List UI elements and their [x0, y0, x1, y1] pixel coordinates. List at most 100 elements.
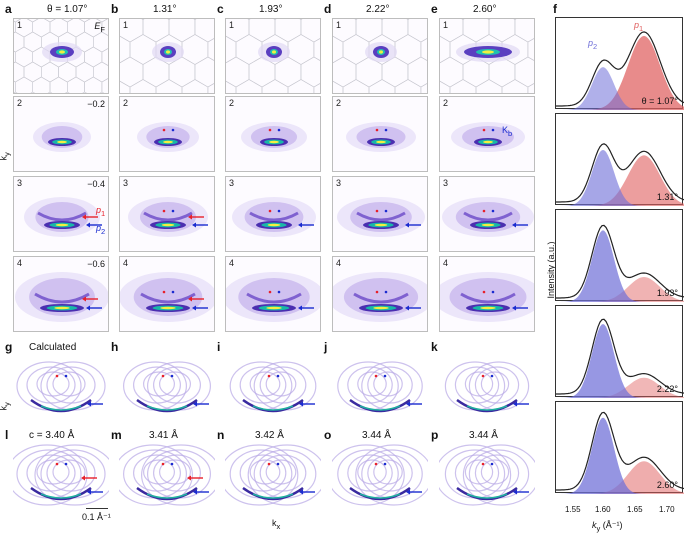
column-angle-c: 1.93° [259, 4, 283, 15]
panel-l-label: l [5, 428, 9, 442]
lattice-constant-label: 3.44 Å [469, 430, 498, 441]
calc-panel-p [439, 442, 535, 514]
calc-panel-m [119, 442, 215, 514]
row-number: 1 [17, 20, 23, 30]
arpes-panel-a4: 4 −0.6 [13, 256, 109, 332]
arpes-map [226, 19, 320, 93]
calc-map [16, 361, 106, 413]
row-number: 1 [123, 20, 129, 30]
row-number: 1 [229, 20, 235, 30]
spectrum-plot [556, 31, 684, 110]
panel-i-label: i [217, 340, 221, 354]
calc-panel-o [332, 442, 428, 514]
energy-label: −0.4 [87, 179, 105, 189]
panel-d-label: d [324, 2, 332, 16]
spectrum-plot [556, 143, 684, 206]
panel-b-label: b [111, 2, 119, 16]
row-number: 2 [336, 98, 342, 108]
arpes-map [337, 197, 425, 237]
calc-map [13, 444, 109, 506]
scale-bar [86, 508, 108, 509]
panel-c-label: c [217, 2, 224, 16]
arpes-panel-d3: 3 [332, 176, 428, 252]
spectrum-plot [556, 411, 684, 494]
calc-panel-k [439, 354, 535, 426]
calc-map [119, 444, 215, 506]
arpes-map [128, 197, 208, 237]
ky-axis-label-exp: ky [0, 152, 12, 160]
calc-map [123, 361, 211, 413]
panel-f-label: f [553, 2, 557, 16]
spectrum-panel-5: 2.60° [555, 401, 684, 494]
lattice-constant-label: 3.42 Å [255, 430, 284, 441]
calc-map [337, 361, 423, 413]
calc-panel-j [332, 354, 428, 426]
arpes-panel-b4: 4 [119, 256, 215, 332]
arpes-map [137, 122, 199, 152]
arpes-panel-b2: 2 [119, 96, 215, 172]
arpes-map [33, 122, 91, 152]
arpes-map [451, 122, 525, 152]
arpes-map [346, 122, 416, 152]
row-number: 2 [123, 98, 129, 108]
arpes-map [333, 272, 427, 322]
calc-map [225, 444, 321, 506]
arpes-panel-e2: 2 Kb [439, 96, 535, 172]
panel-e-label: e [431, 2, 438, 16]
lattice-constant-label: 3.41 Å [149, 430, 178, 441]
xtick-0: 1.55 [565, 505, 581, 514]
energy-label: −0.2 [87, 99, 105, 109]
panel-j-label: j [324, 340, 328, 354]
calc-map [444, 361, 530, 413]
arpes-map [440, 19, 534, 93]
calculated-label: Calculated [29, 342, 77, 353]
row-number: 3 [443, 178, 449, 188]
arpes-panel-a1: 1 EF [13, 18, 109, 94]
arpes-map [14, 19, 108, 93]
arpes-map [442, 197, 534, 237]
p2-label: p2 [96, 223, 106, 236]
panel-g-label: g [5, 340, 13, 354]
row-number: 4 [336, 258, 342, 268]
panel-o-label: o [324, 428, 332, 442]
row-number: 3 [123, 178, 129, 188]
spectrum-p2-label: p2 [588, 38, 598, 51]
arpes-map [232, 197, 316, 237]
arpes-panel-a2: 2 −0.2 [13, 96, 109, 172]
energy-label: −0.6 [87, 259, 105, 269]
arpes-panel-a3: 3 −0.4 p1 p2 [13, 176, 109, 252]
row-number: 4 [17, 258, 23, 268]
arpes-panel-b3: 3 [119, 176, 215, 252]
spectrum-panel-4: 2.22° [555, 305, 684, 398]
energy-label: EF [94, 21, 105, 34]
spectrum-panel-2: 1.31° [555, 113, 684, 206]
arpes-map [226, 272, 320, 322]
spectrum-angle-label: 1.31° [656, 192, 678, 202]
calc-panel-n [225, 442, 321, 514]
calc-map [229, 361, 317, 413]
calc-map [439, 444, 535, 506]
spectrum-panel-1: θ = 1.07° p1 p2 [555, 17, 684, 110]
calc-panel-i [225, 354, 321, 426]
arpes-map [120, 272, 214, 322]
lattice-constant-label: c = 3.40 Å [29, 430, 75, 441]
arpes-panel-d4: 4 [332, 256, 428, 332]
p1-label: p1 [96, 205, 106, 218]
spectrum-p1-label: p1 [634, 20, 644, 33]
panel-m-label: m [111, 428, 122, 442]
panel-f-xlabel: ky (Å⁻¹) [592, 520, 623, 533]
ky-axis-label-calc: ky [0, 402, 12, 410]
spectrum-angle-label: 1.93° [656, 288, 678, 298]
panel-k-label: k [431, 340, 438, 354]
arpes-panel-c4: 4 [225, 256, 321, 332]
arpes-map [24, 197, 102, 237]
row-number: 3 [229, 178, 235, 188]
arpes-map [15, 272, 108, 322]
spectrum-plot [556, 318, 684, 398]
calc-panel-l [13, 442, 109, 514]
row-number: 4 [123, 258, 129, 268]
kx-axis-label: kx [272, 518, 281, 531]
arpes-map [120, 19, 214, 93]
spectrum-panel-3: 1.93° [555, 209, 684, 302]
column-angle-d: 2.22° [366, 4, 390, 15]
